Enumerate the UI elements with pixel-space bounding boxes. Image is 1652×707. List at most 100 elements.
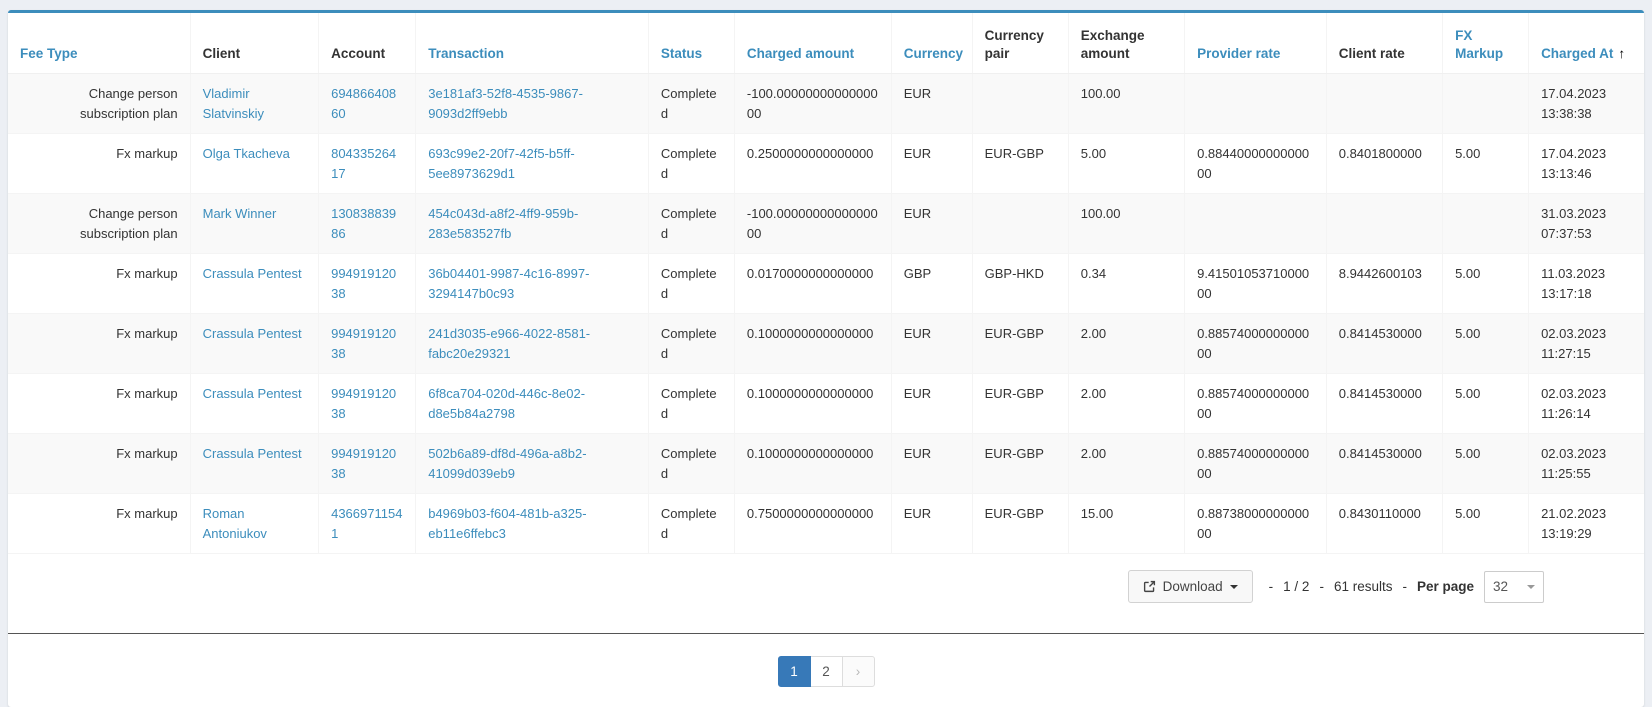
cell-exchange_amount: 15.00 [1068,493,1186,555]
account-link[interactable]: 99491912038 [331,446,397,481]
transaction-link[interactable]: 502b6a89-df8d-496a-a8b2-41099d039eb9 [428,446,587,481]
fees-table: Fee Type Client Account Transaction Status Ch… [8,13,1644,555]
charged-at-time: 11:26:14 [1541,405,1591,421]
cell-currency_pair: EUR-GBP [972,133,1069,195]
client-link[interactable]: Vladimir Slatvinskiy [202,86,265,121]
column-header-provider_rate[interactable]: Provider rate [1184,13,1327,75]
cell-charged_amount: 0.7500000000000000 [734,493,892,555]
column-header-client_rate: Client rate [1326,13,1444,75]
per-page-select[interactable]: 32 [1484,570,1544,603]
cell-provider_rate: 0.8857400000000000 [1184,373,1327,435]
cell-charged_amount: -100.0000000000000000 [734,193,892,255]
cell-account: 99491912038 [318,313,417,375]
cell-transaction: 693c99e2-20f7-42f5-b5ff-5ee8973629d1 [415,133,649,195]
column-header-label: Client [202,46,241,62]
cell-currency_pair: GBP-HKD [972,253,1069,315]
client-link[interactable]: Olga Tkacheva [202,146,290,162]
column-header-fee_type[interactable]: Fee Type [8,13,191,75]
cell-fx_markup: 5.00 [1442,493,1530,555]
account-link[interactable]: 69486640860 [331,86,397,121]
cell-account: 13083883986 [318,193,417,255]
cell-fx_markup: 5.00 [1442,313,1530,375]
charged-at-date: 17.04.2023 [1541,86,1607,102]
charged-at-time: 13:19:29 [1541,525,1592,541]
account-link[interactable]: 99491912038 [331,326,397,361]
client-link[interactable]: Crassula Pentest [202,266,302,282]
column-header-label: Transaction [428,46,504,62]
cell-account: 99491912038 [318,373,417,435]
column-header-transaction[interactable]: Transaction [415,13,649,75]
cell-provider_rate [1184,73,1327,135]
cell-charged_amount: 0.1000000000000000 [734,373,892,435]
cell-currency_pair: EUR-GBP [972,493,1069,555]
column-header-currency[interactable]: Currency [891,13,973,75]
transaction-link[interactable]: 454c043d-a8f2-4ff9-959b-283e583527fb [428,206,579,241]
table-row: Change person subscription plan Vladimir … [8,73,1644,135]
cell-client_rate: 0.8414530000 [1326,433,1444,495]
cell-exchange_amount: 0.34 [1068,253,1186,315]
charged-at-time: 13:17:18 [1541,285,1592,301]
table-row: Fx markup Olga Tkacheva 80433526417 693c99e… [8,133,1644,195]
account-link[interactable]: 80433526417 [331,146,397,181]
column-header-status[interactable]: Status [648,13,735,75]
transaction-link[interactable]: 36b04401-9987-4c16-8997-3294147b0c93 [428,266,590,301]
cell-client_rate: 0.8401800000 [1326,133,1444,195]
cell-charged_at: 11.03.2023 13:17:18 [1528,253,1644,315]
table-row: Fx markup Crassula Pentest 99491912038 36b0… [8,253,1644,315]
transaction-link[interactable]: 3e181af3-52f8-4535-9867-9093d2ff9ebb [428,86,583,121]
cell-client: Mark Winner [190,193,320,255]
transaction-link[interactable]: 693c99e2-20f7-42f5-b5ff-5ee8973629d1 [428,146,575,181]
cell-fx_markup: 5.00 [1442,373,1530,435]
column-header-label: Provider rate [1197,46,1281,62]
cell-client: Crassula Pentest [190,373,320,435]
download-button[interactable]: Download [1127,570,1253,604]
footer-dash: - [1268,579,1274,595]
table-row: Fx markup Roman Antoniukov 43669711541 b496… [8,493,1644,555]
cell-transaction: 36b04401-9987-4c16-8997-3294147b0c93 [415,253,649,315]
column-header-label: Exchange amount [1080,28,1145,62]
charged-at-time: 11:25:55 [1541,465,1591,481]
account-link[interactable]: 43669711541 [331,506,403,541]
table-row: Fx markup Crassula Pentest 99491912038 6f8c… [8,373,1644,435]
transaction-link[interactable]: 6f8ca704-020d-446c-8e02-d8e5b84a2798 [428,386,586,421]
client-link[interactable]: Crassula Pentest [202,446,302,462]
column-header-label: Account [331,46,386,62]
cell-status: Completed [648,433,735,495]
cell-account: 80433526417 [318,133,417,195]
column-header-label: Charged At [1541,46,1614,62]
cell-status: Completed [648,253,735,315]
client-link[interactable]: Crassula Pentest [202,326,302,342]
cell-fx_markup: 5.00 [1442,433,1530,495]
account-link[interactable]: 99491912038 [331,386,397,421]
cell-currency: EUR [891,493,973,555]
column-header-charged_at[interactable]: Charged At ↑ [1528,13,1644,75]
cell-charged_amount: 0.2500000000000000 [734,133,892,195]
column-header-label: Currency [903,46,963,62]
column-header-exchange_amount: Exchange amount [1068,13,1186,75]
cell-currency_pair [972,73,1069,135]
cell-currency_pair: EUR-GBP [972,433,1069,495]
cell-client: Roman Antoniukov [190,493,320,555]
transaction-link[interactable]: 241d3035-e966-4022-8581-fabc20e29321 [428,326,591,361]
cell-account: 99491912038 [318,433,417,495]
cell-transaction: 3e181af3-52f8-4535-9867-9093d2ff9ebb [415,73,649,135]
client-link[interactable]: Mark Winner [202,206,277,222]
cell-charged_at: 02.03.2023 11:27:15 [1528,313,1644,375]
cell-charged_amount: 0.0170000000000000 [734,253,892,315]
per-page-value: 32 [1493,579,1509,595]
column-header-label: FX Markup [1455,28,1504,62]
column-header-label: Currency pair [984,28,1044,62]
cell-exchange_amount: 2.00 [1068,313,1186,375]
transaction-link[interactable]: b4969b03-f604-481b-a325-eb11e6ffebc3 [428,506,587,541]
client-link[interactable]: Crassula Pentest [202,386,302,402]
cell-fx_markup: 5.00 [1442,253,1530,315]
cell-provider_rate: 0.8873800000000000 [1184,493,1327,555]
client-link[interactable]: Roman Antoniukov [202,506,267,541]
sort-ascending-icon: ↑ [1618,46,1626,62]
column-header-charged_amount[interactable]: Charged amount [734,13,892,75]
cell-client_rate: 0.8414530000 [1326,373,1444,435]
cell-fee_type: Change person subscription plan [8,73,191,135]
account-link[interactable]: 99491912038 [331,266,397,301]
column-header-fx_markup[interactable]: FX Markup [1442,13,1530,75]
account-link[interactable]: 13083883986 [331,206,397,241]
